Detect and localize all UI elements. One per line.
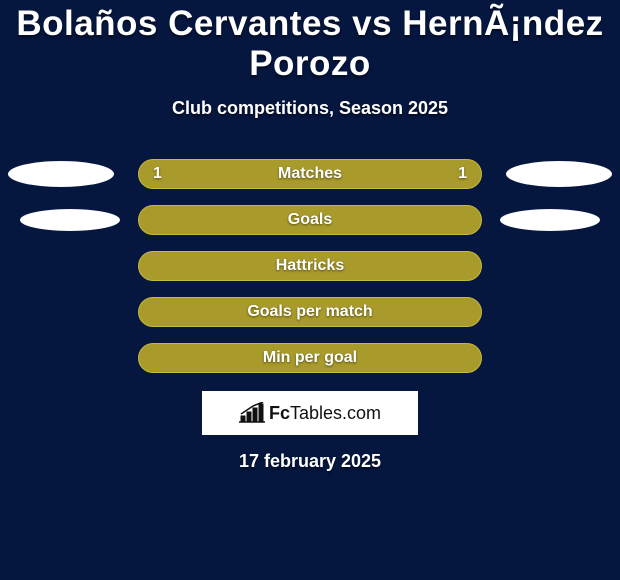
logo-main: Tables [290,403,342,423]
stat-bar: Hattricks [138,251,482,281]
stat-row-goals: Goals [0,205,620,235]
stat-bar: Goals per match [138,297,482,327]
stat-row-matches: 1 Matches 1 [0,159,620,189]
stat-label: Goals [288,211,332,229]
logo-text: FcTables.com [269,403,381,424]
logo-prefix: Fc [269,403,290,423]
left-ellipse [20,209,120,231]
stat-row-goals-per-match: Goals per match [0,297,620,327]
stat-bar: Goals [138,205,482,235]
stat-label: Min per goal [263,349,357,367]
stat-row-hattricks: Hattricks [0,251,620,281]
stat-bar: 1 Matches 1 [138,159,482,189]
left-ellipse [8,161,114,187]
stat-label: Hattricks [276,257,344,275]
page-subtitle: Club competitions, Season 2025 [0,98,620,119]
stat-left-value: 1 [153,165,162,183]
logo-box: FcTables.com [202,391,418,435]
stat-rows: 1 Matches 1 Goals Hattricks [0,159,620,373]
date-label: 17 february 2025 [0,451,620,472]
right-ellipse [506,161,612,187]
bar-chart-icon [239,402,265,424]
right-ellipse [500,209,600,231]
stat-label: Goals per match [247,303,372,321]
comparison-infographic: Bolaños Cervantes vs HernÃ¡ndez Porozo C… [0,0,620,580]
stat-row-min-per-goal: Min per goal [0,343,620,373]
stat-right-value: 1 [458,165,467,183]
page-title: Bolaños Cervantes vs HernÃ¡ndez Porozo [0,0,620,84]
stat-label: Matches [278,165,342,183]
logo-suffix: .com [342,403,381,423]
stat-bar: Min per goal [138,343,482,373]
